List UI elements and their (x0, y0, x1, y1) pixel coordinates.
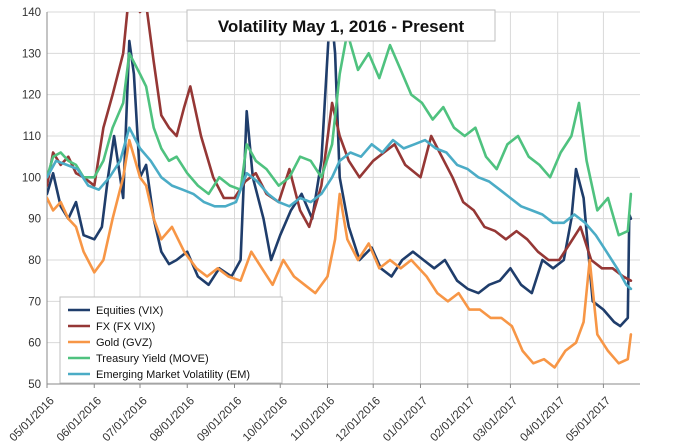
legend-label: FX (FX VIX) (96, 321, 155, 333)
legend-box (59, 296, 283, 384)
legend-label: Emerging Market Volatility (EM) (96, 369, 250, 381)
y-tick-label: 70 (28, 296, 41, 308)
series-line-2 (47, 12, 633, 283)
chart-title: Volatility May 1, 2016 - Present (186, 9, 496, 42)
title-box (186, 9, 496, 42)
series-line-4 (47, 31, 633, 237)
legend-label: Gold (GVZ) (96, 337, 152, 349)
series-line-1 (47, 12, 633, 328)
chart-title-text: Volatility May 1, 2016 - Present (218, 17, 465, 36)
y-tick-label: 90 (28, 214, 41, 226)
legend-label: Equities (VIX) (96, 305, 163, 317)
y-tick-label: 120 (22, 90, 41, 102)
y-tick-label: 130 (22, 48, 41, 60)
y-tick-label: 80 (28, 255, 41, 267)
series-line-3 (47, 138, 633, 369)
y-tick-label: 60 (28, 338, 41, 350)
y-tick-label: 50 (28, 379, 41, 391)
y-tick-label: 140 (22, 7, 41, 19)
series-line-5 (47, 126, 633, 291)
legend-label: Treasury Yield (MOVE) (96, 353, 209, 365)
y-tick-label: 100 (22, 172, 41, 184)
legend: Equities (VIX) FX (FX VIX) Gold (GVZ) Treas… (59, 296, 283, 384)
series-lines (47, 12, 633, 369)
y-tick-label: 110 (23, 131, 41, 143)
